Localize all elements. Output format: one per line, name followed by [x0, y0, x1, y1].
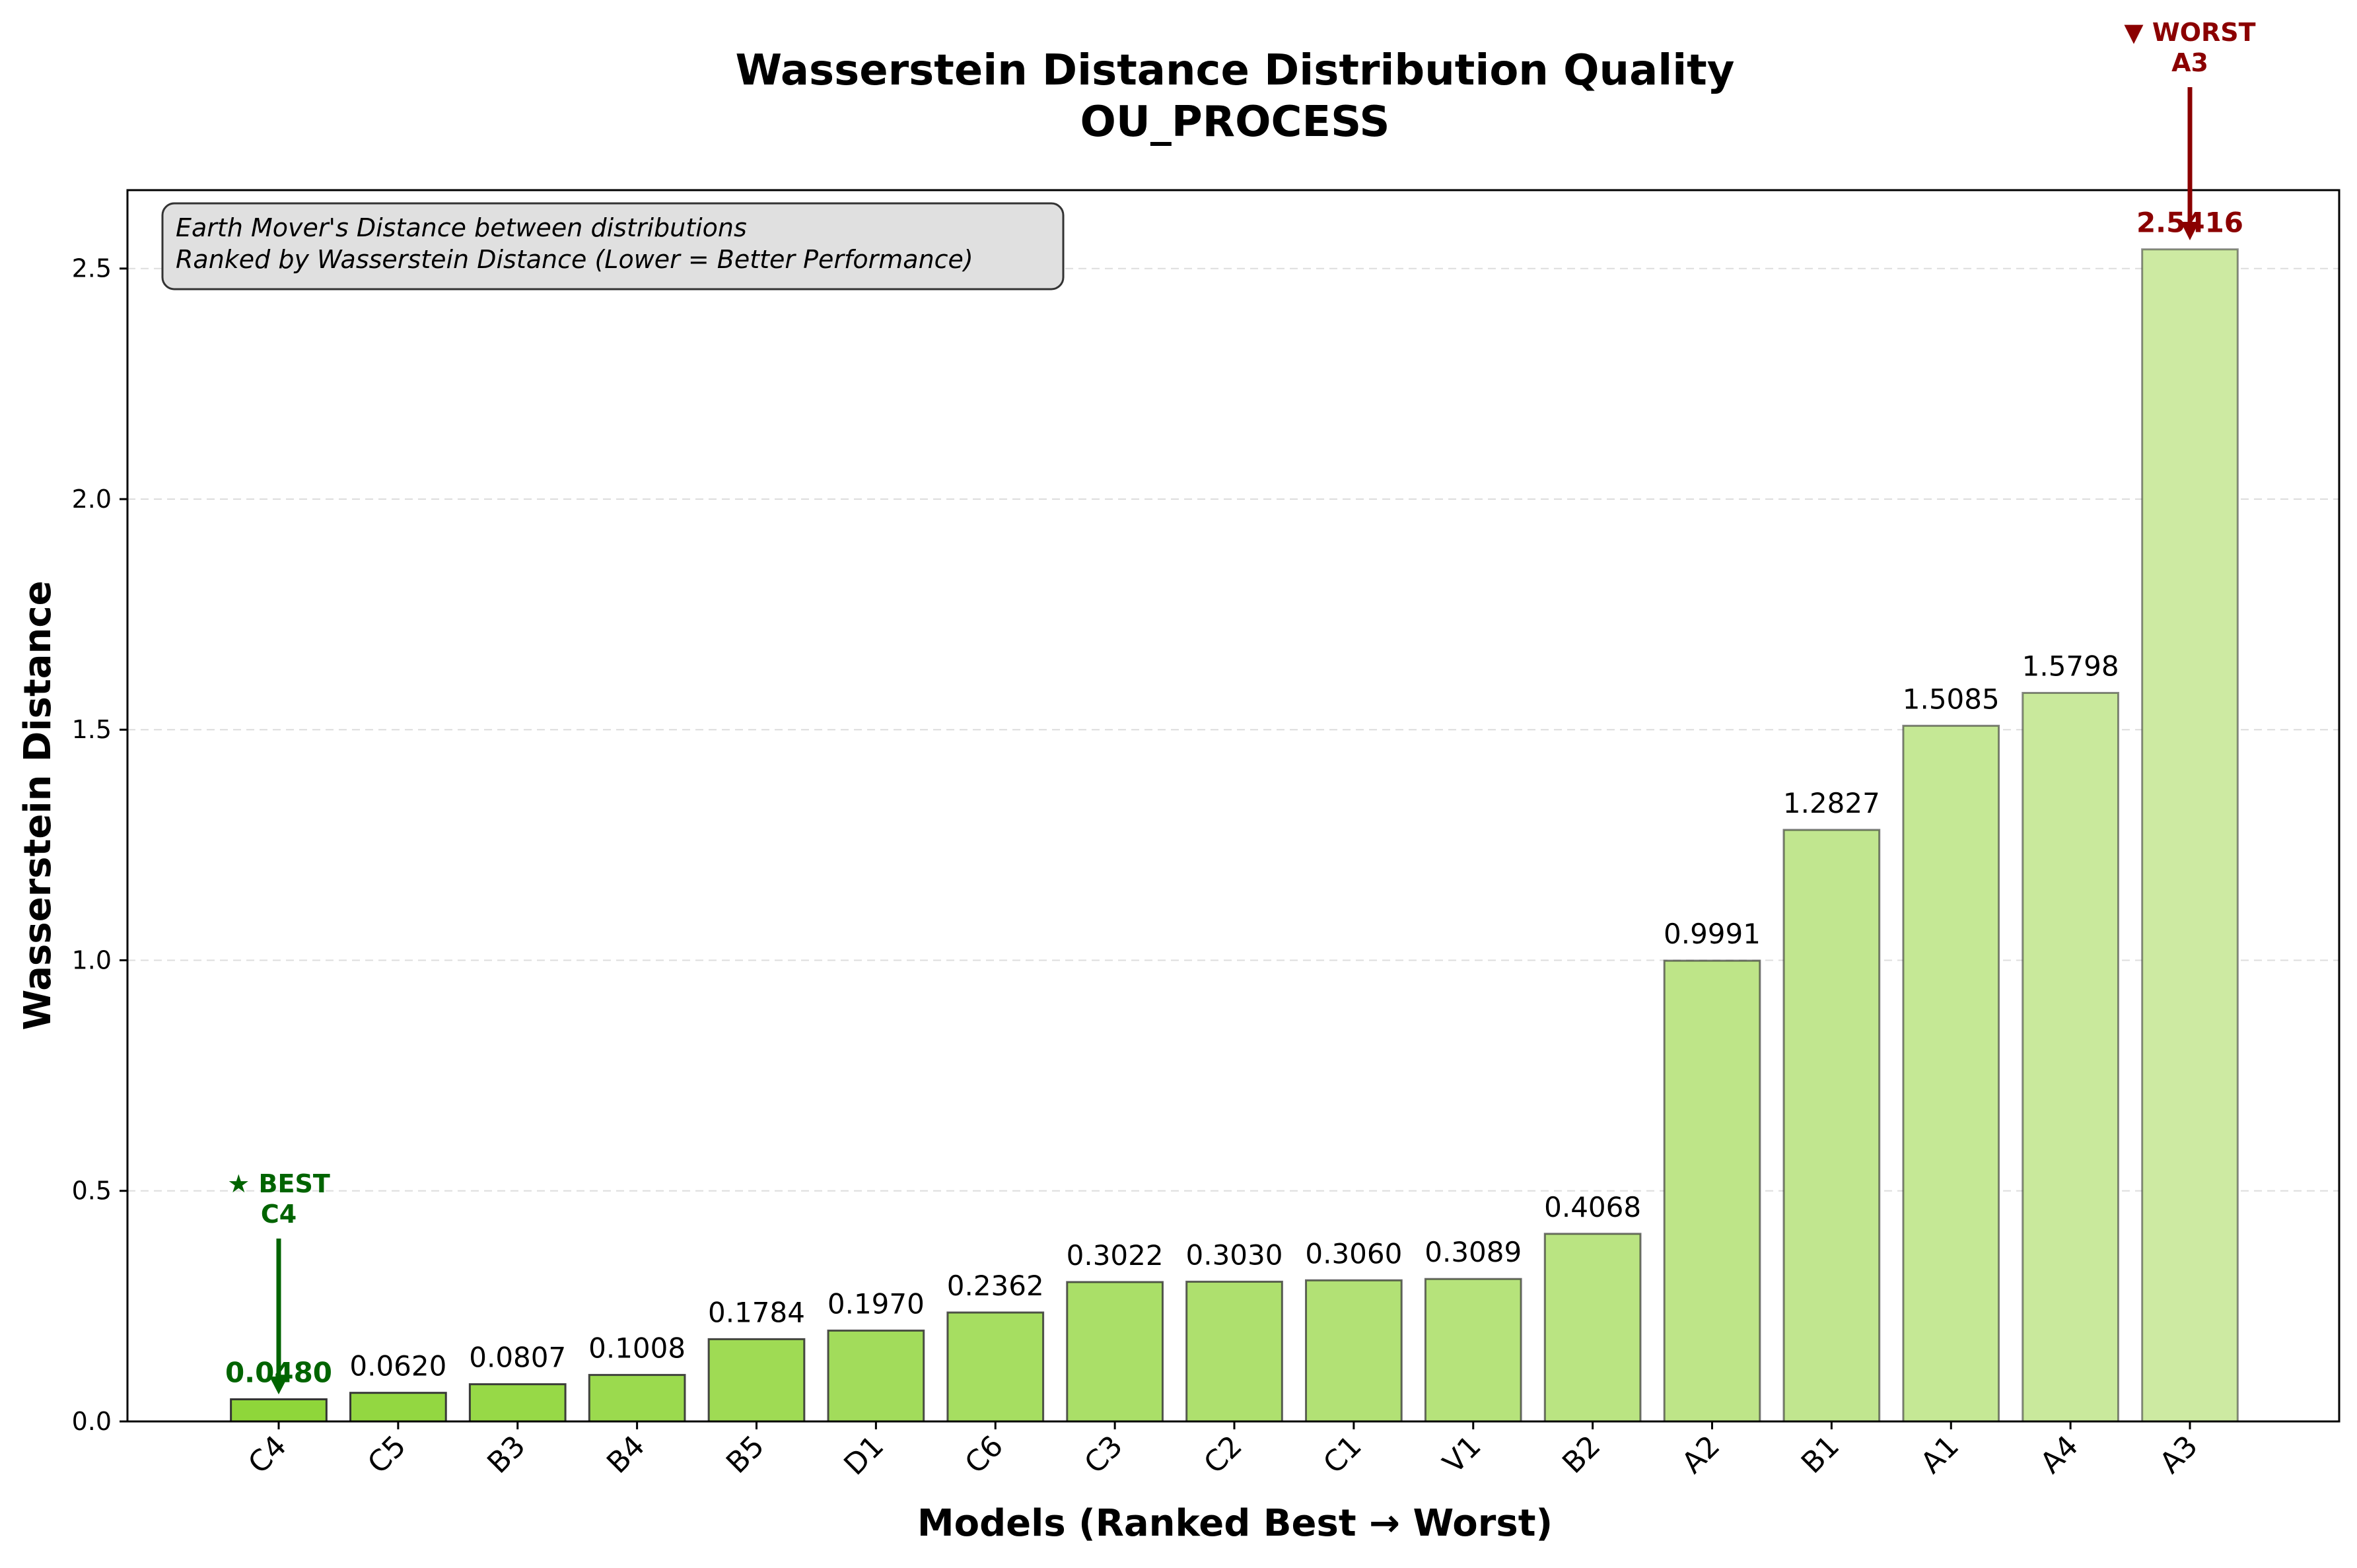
value-label-C5: 0.0620: [349, 1350, 446, 1382]
bar-A1: [1902, 724, 2000, 1423]
value-label-B4: 0.1008: [588, 1332, 686, 1365]
chart-title: Wasserstein Distance Distribution Qualit…: [736, 46, 1735, 95]
bar-A2: [1663, 959, 1761, 1423]
bar-B4: [588, 1374, 686, 1423]
value-label-B3: 0.0807: [469, 1342, 566, 1374]
value-label-C2: 0.3030: [1186, 1239, 1283, 1271]
value-label-B2: 0.4068: [1544, 1191, 1641, 1223]
info-box: Earth Mover's Distance between distribut…: [161, 202, 1065, 290]
y-tick-label: 2.0: [72, 485, 112, 514]
bar-B1: [1782, 829, 1881, 1423]
value-label-B1: 1.2827: [1783, 787, 1880, 819]
info-box-background: [161, 202, 1065, 290]
info-box-line2: Ranked by Wasserstein Distance (Lower = …: [176, 245, 973, 274]
bar-A4: [2022, 692, 2119, 1423]
annotations: ★ BEST C4 ▼ WORST A3: [227, 18, 2256, 1394]
y-tick-label: 0.5: [72, 1176, 112, 1206]
value-labels: 0.04800.06200.08070.10080.17840.19700.23…: [225, 207, 2243, 1389]
best-annotation-line1: ★ BEST: [227, 1169, 330, 1198]
y-tick-label: 0.0: [72, 1407, 112, 1436]
bar-B5: [707, 1338, 806, 1423]
bar-A3: [2141, 248, 2239, 1423]
value-label-B5: 0.1784: [708, 1296, 805, 1328]
chart-subtitle: OU_PROCESS: [1080, 98, 1390, 147]
bar-D1: [827, 1329, 925, 1423]
x-axis-label: Models (Ranked Best → Worst): [917, 1502, 1553, 1545]
value-label-A1: 1.5085: [1903, 683, 2000, 715]
bar-C4: [230, 1398, 328, 1423]
value-label-V1: 0.3089: [1425, 1236, 1522, 1268]
y-tick-label: 1.5: [72, 715, 112, 744]
bar-B2: [1543, 1233, 1642, 1423]
worst-annotation-line2: A3: [2171, 48, 2208, 77]
best-arrow-head: [269, 1377, 288, 1394]
y-axis-label: Wasserstein Distance: [17, 580, 59, 1030]
best-annotation-line2: C4: [261, 1200, 297, 1229]
value-label-C6: 0.2362: [947, 1270, 1044, 1302]
bar-C2: [1185, 1280, 1283, 1423]
value-label-C3: 0.3022: [1067, 1239, 1164, 1272]
bar-C3: [1066, 1281, 1164, 1423]
value-label-C1: 0.3060: [1305, 1237, 1402, 1270]
info-box-line1: Earth Mover's Distance between distribut…: [176, 213, 747, 242]
bars: [230, 248, 2239, 1423]
value-label-A4: 1.5798: [2022, 650, 2119, 683]
y-tick-label: 1.0: [72, 945, 112, 974]
bar-C6: [946, 1311, 1045, 1423]
value-label-D1: 0.1970: [827, 1287, 925, 1320]
value-label-A2: 0.9991: [1664, 918, 1761, 950]
bar-C5: [349, 1392, 447, 1423]
bar-C1: [1305, 1279, 1403, 1423]
worst-annotation-line1: ▼ WORST: [2124, 18, 2255, 47]
worst-arrow-head: [2181, 222, 2199, 240]
bar-V1: [1424, 1278, 1522, 1423]
bar-B3: [468, 1383, 567, 1423]
y-tick-label: 2.5: [72, 254, 112, 283]
